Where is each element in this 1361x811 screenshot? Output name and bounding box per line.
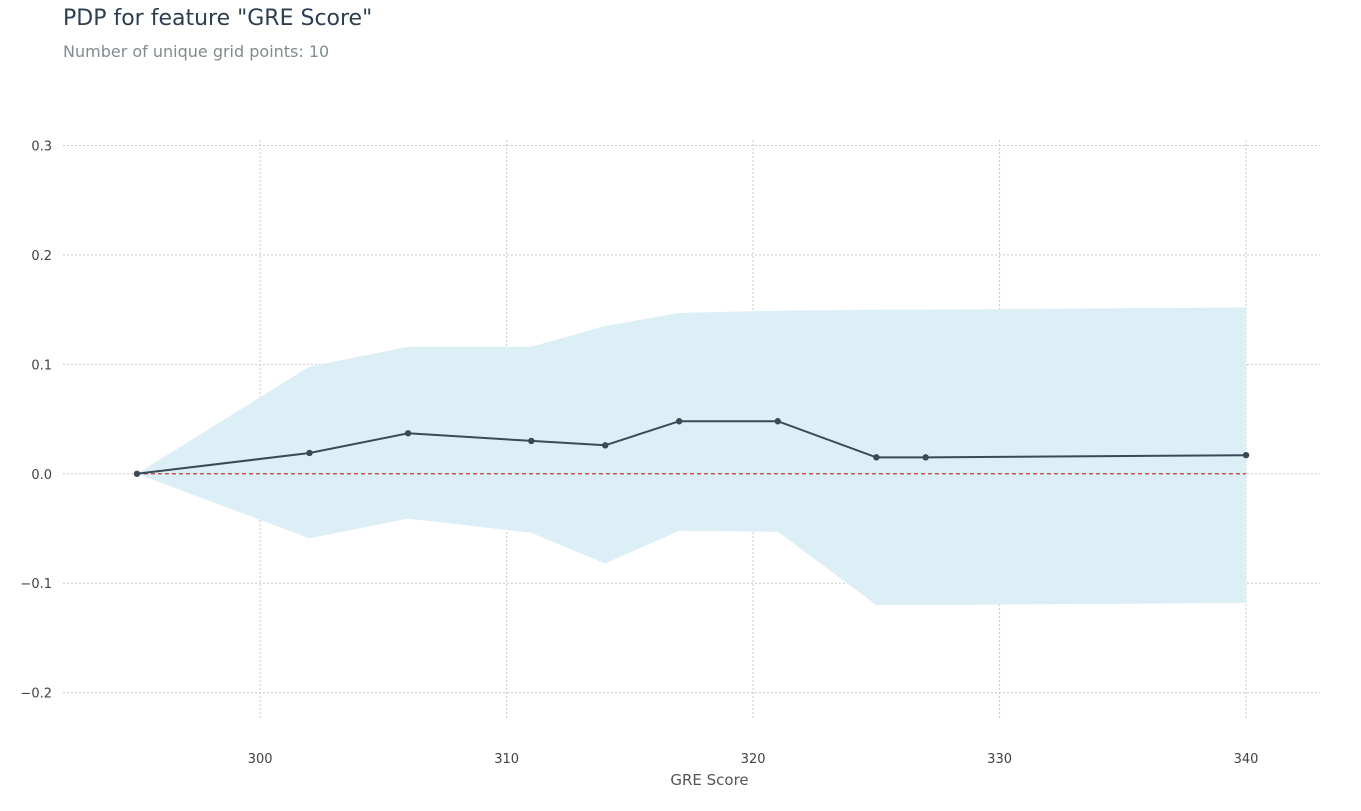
x-tick-label: 320 — [741, 752, 766, 767]
pdp-point — [675, 418, 683, 425]
confidence-band-area — [136, 307, 1247, 606]
pdp-point — [922, 454, 929, 461]
y-tick-label: −0.1 — [20, 577, 52, 592]
chart-subtitle: Number of unique grid points: 10 — [63, 42, 330, 61]
pdp-point — [133, 470, 141, 477]
pdp-point — [1242, 451, 1250, 459]
confidence-band — [136, 307, 1247, 606]
pdp-point — [774, 418, 781, 425]
pdp-point — [528, 437, 535, 445]
pdp-series-line — [136, 420, 1247, 475]
chart-title: PDP for feature "GRE Score" — [63, 6, 373, 31]
y-tick-label: 0.3 — [31, 139, 52, 154]
x-tick-labels: 300 310 320 330 340 — [248, 752, 1259, 767]
x-tick-label: 330 — [987, 752, 1012, 767]
pdp-point — [404, 430, 412, 437]
y-tick-label: −0.2 — [20, 687, 52, 702]
pdp-line — [136, 420, 1247, 475]
pdp-point — [873, 454, 880, 461]
pdp-points — [133, 418, 1250, 477]
pdp-point — [306, 449, 313, 457]
x-axis-label: GRE Score — [670, 771, 748, 789]
y-tick-label: 0.0 — [31, 468, 52, 483]
y-tick-label: 0.2 — [31, 249, 52, 264]
x-tick-label: 340 — [1234, 752, 1259, 767]
y-tick-labels: −0.2 −0.1 0.0 0.1 0.2 0.3 — [20, 139, 52, 701]
x-tick-label: 310 — [494, 752, 519, 767]
x-tick-label: 300 — [248, 752, 273, 767]
pdp-point — [602, 442, 609, 449]
y-tick-label: 0.1 — [31, 358, 52, 373]
